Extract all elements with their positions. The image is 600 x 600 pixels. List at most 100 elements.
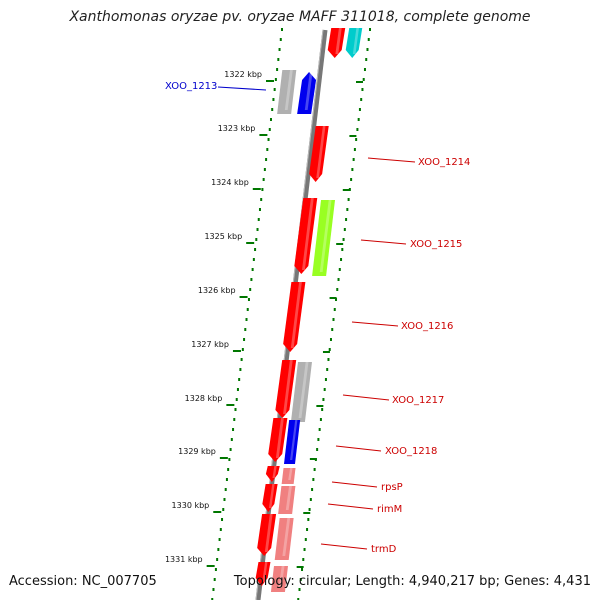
inner-track-dot — [318, 428, 321, 431]
gene-arrow-shine — [282, 518, 291, 556]
inner-track-dot — [302, 558, 305, 561]
inner-track-dot — [356, 128, 359, 131]
gene-label[interactable]: XOO_1214 — [418, 157, 470, 168]
outer-track-dot — [281, 28, 283, 31]
kbp-tick-mark — [239, 296, 248, 298]
inner-tick-mark — [356, 81, 364, 83]
gene-arrow — [275, 360, 297, 418]
gene-arrow-shine — [268, 484, 275, 508]
gene-label[interactable]: trmD — [371, 544, 397, 555]
gene-label-leader — [331, 481, 378, 488]
outer-track-dot — [249, 288, 252, 291]
inner-track-dot — [345, 218, 348, 221]
inner-track-dot — [309, 498, 312, 501]
inner-track-dot — [333, 308, 336, 311]
gene-arrow-shine — [283, 360, 293, 414]
gene-label-leader — [360, 239, 407, 245]
inner-track-dot — [322, 398, 325, 401]
inner-tick-mark — [316, 405, 324, 407]
gene-label[interactable]: rimM — [377, 504, 402, 515]
gene-label[interactable]: XOO_1216 — [401, 321, 453, 332]
gene-arrow-shine — [302, 198, 314, 270]
gene-arrow — [277, 70, 297, 114]
gene-label[interactable]: XOO_1213 — [165, 81, 217, 92]
outer-track-dot — [245, 318, 248, 321]
genome-summary-text: Topology: circular; Length: 4,940,217 bp… — [233, 574, 591, 589]
outer-track-dot — [243, 338, 246, 341]
outer-track-dot — [258, 208, 261, 211]
outer-track-dot — [223, 498, 226, 501]
outer-track-dot — [268, 128, 271, 131]
inner-track-dot — [326, 368, 329, 371]
outer-track-dot — [241, 348, 244, 351]
inner-track-dot — [348, 188, 351, 191]
accession-text: Accession: NC_007705 — [9, 574, 157, 589]
gene-arrow — [309, 126, 329, 182]
outer-track-dot — [247, 298, 250, 301]
gene-arrow — [283, 420, 301, 464]
kbp-tick-mark — [219, 457, 228, 459]
outer-track-dot — [261, 188, 264, 191]
kbp-tick-label: 1324 kbp — [211, 178, 249, 187]
inner-track-dot — [353, 148, 356, 151]
outer-track-dot — [266, 148, 269, 151]
inner-track-dot — [366, 48, 369, 51]
outer-track-dot — [211, 598, 214, 600]
kbp-tick-label: 1325 kbp — [204, 232, 242, 241]
kbp-tick-mark — [259, 134, 268, 136]
inner-track-dot — [307, 518, 310, 521]
inner-tick-mark — [296, 566, 304, 568]
outer-track-dot — [228, 458, 231, 461]
gene-arrow-shine — [272, 466, 277, 478]
gene-arrow — [297, 72, 317, 114]
outer-track-dot — [257, 218, 260, 221]
gene-label-leader — [351, 321, 399, 327]
gene-arrow-shine — [264, 514, 273, 552]
gene-arrow — [278, 486, 296, 514]
inner-track-dot — [363, 68, 366, 71]
inner-track-dot — [343, 228, 346, 231]
outer-track-dot — [251, 268, 254, 271]
gene-label[interactable]: rpsP — [381, 482, 403, 493]
inner-track-dot — [319, 418, 322, 421]
outer-track-dot — [222, 508, 225, 511]
gene-arrow — [255, 562, 271, 586]
gene-arrow-shine — [319, 200, 332, 272]
outer-track-dot — [250, 278, 253, 281]
outer-track-dot — [235, 398, 238, 401]
outer-track-dot — [267, 138, 270, 141]
inner-tick-mark — [322, 351, 330, 353]
kbp-tick-mark — [252, 188, 261, 190]
outer-track-dot — [216, 558, 219, 561]
inner-track-dot — [341, 248, 344, 251]
outer-track-dot — [273, 88, 276, 91]
gene-arrow — [274, 518, 294, 560]
gene-arrow-shine — [335, 28, 342, 54]
outer-track-dot — [224, 488, 227, 491]
outer-track-dot — [277, 58, 280, 61]
inner-track-dot — [297, 598, 300, 600]
gene-features — [255, 28, 363, 592]
gene-arrow-shine — [288, 468, 293, 480]
gene-label-leader — [217, 86, 267, 91]
kbp-tick-label: 1329 kbp — [178, 447, 216, 456]
gene-label[interactable]: XOO_1218 — [385, 446, 437, 457]
outer-track-dot — [265, 158, 268, 161]
inner-tick-mark — [309, 458, 317, 460]
inner-track-dot — [301, 568, 304, 571]
kbp-tick-label: 1327 kbp — [191, 340, 229, 349]
gene-label-leader — [320, 543, 368, 550]
outer-dotted-track — [211, 28, 283, 600]
gene-arrow — [283, 282, 306, 352]
gene-label[interactable]: XOO_1217 — [392, 395, 444, 406]
inner-track-dot — [299, 578, 302, 581]
gene-label[interactable]: XOO_1215 — [410, 239, 462, 250]
inner-tick-mark — [336, 243, 344, 245]
gene-label-leader — [342, 394, 390, 401]
gene-arrow — [312, 200, 336, 276]
gene-arrow-shine — [290, 420, 298, 460]
outer-track-dot — [263, 168, 266, 171]
outer-track-dot — [218, 538, 221, 541]
gene-label-leader — [335, 445, 382, 452]
gene-labels: XOO_1213 XOO_1214 XOO_1215 XOO_1216 XOO_1217… — [165, 81, 470, 555]
